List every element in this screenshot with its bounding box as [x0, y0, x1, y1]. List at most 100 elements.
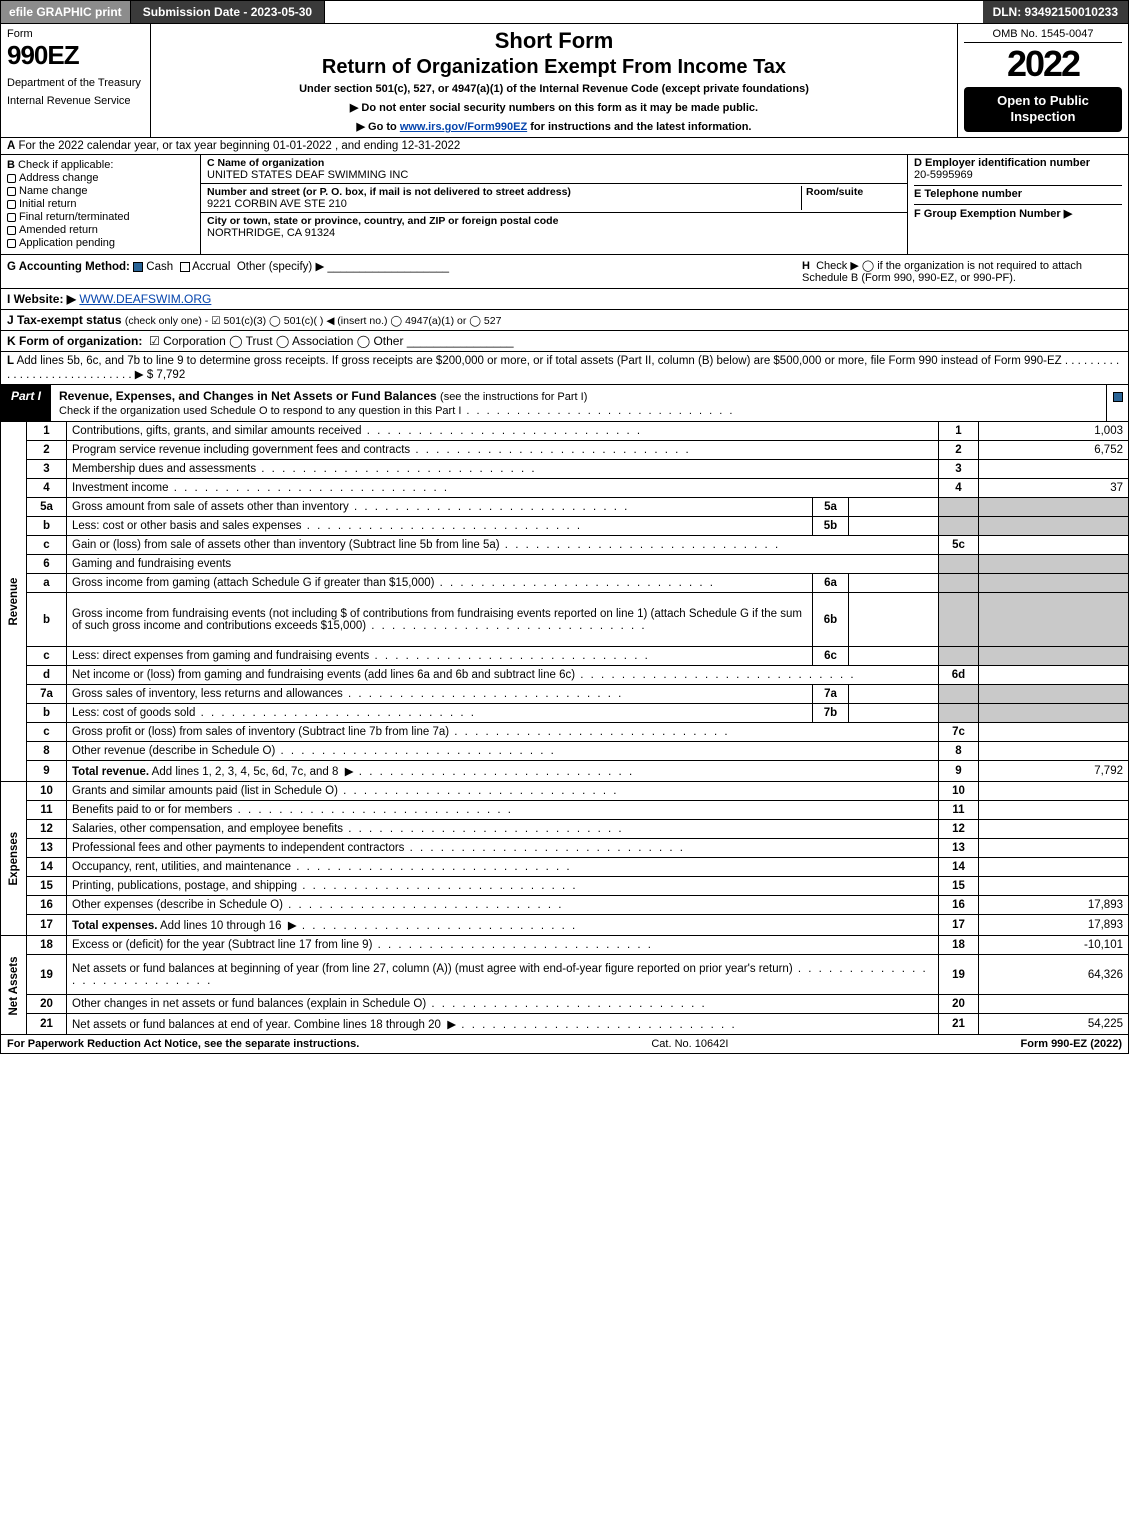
line-amount [979, 858, 1129, 877]
irs-link[interactable]: www.irs.gov/Form990EZ [400, 121, 527, 133]
under-section: Under section 501(c), 527, or 4947(a)(1)… [159, 83, 949, 95]
line-number: 4 [27, 479, 67, 498]
short-form-title: Short Form [159, 28, 949, 54]
line-row: Expenses10Grants and similar amounts pai… [1, 782, 1129, 801]
checkbox-icon [7, 187, 16, 196]
line-row: 4Investment income437 [1, 479, 1129, 498]
line-amount: 17,893 [979, 896, 1129, 915]
part1-title: Revenue, Expenses, and Changes in Net As… [51, 385, 1106, 421]
a-label: A [7, 140, 15, 152]
amt-shade [979, 498, 1129, 517]
ref-shade [939, 498, 979, 517]
submission-date: Submission Date - 2023-05-30 [131, 1, 325, 23]
line-row: 17Total expenses. Add lines 10 through 1… [1, 915, 1129, 936]
line-desc: Less: direct expenses from gaming and fu… [67, 647, 813, 666]
b-title: Check if applicable: [18, 159, 113, 171]
chk-name[interactable]: Name change [7, 185, 194, 197]
line-ref: 21 [939, 1014, 979, 1035]
line-amount [979, 877, 1129, 896]
k-label: K Form of organization: [7, 334, 142, 348]
a-text: For the 2022 calendar year, or tax year … [19, 140, 461, 152]
line-ref: 8 [939, 742, 979, 761]
part1-check[interactable] [1106, 385, 1128, 421]
amt-shade [979, 685, 1129, 704]
amt-shade [979, 593, 1129, 647]
line-desc: Less: cost of goods sold [67, 704, 813, 723]
line-desc: Gross sales of inventory, less returns a… [67, 685, 813, 704]
ref-shade [939, 555, 979, 574]
line-amount [979, 536, 1129, 555]
line-desc: Benefits paid to or for members [67, 801, 939, 820]
line-row: aGross income from gaming (attach Schedu… [1, 574, 1129, 593]
line-desc: Total expenses. Add lines 10 through 16 … [67, 915, 939, 936]
ein-value: 20-5995969 [914, 169, 973, 181]
org-street: 9221 CORBIN AVE STE 210 [207, 198, 801, 210]
row-k: K Form of organization: ☑ Corporation ◯ … [0, 331, 1129, 352]
line-number: 9 [27, 761, 67, 782]
line-row: 14Occupancy, rent, utilities, and mainte… [1, 858, 1129, 877]
chk-final[interactable]: Final return/terminated [7, 211, 194, 223]
line-number: 10 [27, 782, 67, 801]
line-amount [979, 666, 1129, 685]
chk-address[interactable]: Address change [7, 172, 194, 184]
mini-ref: 5b [813, 517, 849, 536]
line-number: 2 [27, 441, 67, 460]
line-desc: Printing, publications, postage, and shi… [67, 877, 939, 896]
form-label: Form [7, 28, 144, 40]
line-desc: Net assets or fund balances at end of ye… [67, 1014, 939, 1035]
chk-cash[interactable] [133, 262, 143, 272]
other-label: Other (specify) ▶ [237, 261, 324, 273]
chk-pending[interactable]: Application pending [7, 237, 194, 249]
mini-ref: 7a [813, 685, 849, 704]
amt-shade [979, 647, 1129, 666]
line-row: 9Total revenue. Add lines 1, 2, 3, 4, 5c… [1, 761, 1129, 782]
cash-label: Cash [146, 261, 173, 273]
line-desc: Occupancy, rent, utilities, and maintena… [67, 858, 939, 877]
c-street-label: Number and street (or P. O. box, if mail… [207, 186, 801, 198]
header-right: OMB No. 1545-0047 2022 Open to Public In… [958, 24, 1128, 137]
line-row: 15Printing, publications, postage, and s… [1, 877, 1129, 896]
l-label: L [7, 355, 14, 367]
chk-initial[interactable]: Initial return [7, 198, 194, 210]
website-link[interactable]: WWW.DEAFSWIM.ORG [79, 292, 211, 306]
amt-shade [979, 574, 1129, 593]
line-desc: Net assets or fund balances at beginning… [67, 955, 939, 995]
ref-shade [939, 704, 979, 723]
line-row: cGross profit or (loss) from sales of in… [1, 723, 1129, 742]
line-amount [979, 820, 1129, 839]
line-number: 6 [27, 555, 67, 574]
tax-year: 2022 [964, 43, 1122, 85]
line-desc: Other expenses (describe in Schedule O) [67, 896, 939, 915]
ref-shade [939, 685, 979, 704]
line-ref: 2 [939, 441, 979, 460]
net-assets-table: Net Assets18Excess or (deficit) for the … [0, 936, 1129, 1035]
line-row: 3Membership dues and assessments3 [1, 460, 1129, 479]
tel-label: E Telephone number [914, 188, 1022, 200]
line-amount: 54,225 [979, 1014, 1129, 1035]
chk-amended[interactable]: Amended return [7, 224, 194, 236]
goto-line: ▶ Go to www.irs.gov/Form990EZ for instru… [159, 120, 949, 133]
checkbox-icon [7, 226, 16, 235]
ref-shade [939, 574, 979, 593]
line-amount: 17,893 [979, 915, 1129, 936]
row-i: I Website: ▶ WWW.DEAFSWIM.ORG [0, 289, 1129, 310]
line-desc: Gross amount from sale of assets other t… [67, 498, 813, 517]
line-number: c [27, 647, 67, 666]
ref-shade [939, 517, 979, 536]
form-number: 990EZ [7, 40, 144, 71]
line-desc: Other changes in net assets or fund bala… [67, 995, 939, 1014]
efile-print-button[interactable]: efile GRAPHIC print [1, 1, 131, 23]
line-amount [979, 723, 1129, 742]
org-name: UNITED STATES DEAF SWIMMING INC [207, 169, 901, 181]
chk-accrual[interactable] [180, 262, 190, 272]
line-row: 5aGross amount from sale of assets other… [1, 498, 1129, 517]
mini-value [849, 498, 939, 517]
c-city-label: City or town, state or province, country… [207, 215, 901, 227]
line-number: 3 [27, 460, 67, 479]
line-ref: 15 [939, 877, 979, 896]
accrual-label: Accrual [192, 261, 230, 273]
amt-shade [979, 704, 1129, 723]
h-text: Check ▶ ◯ if the organization is not req… [802, 260, 1082, 284]
line-number: c [27, 723, 67, 742]
mini-ref: 7b [813, 704, 849, 723]
